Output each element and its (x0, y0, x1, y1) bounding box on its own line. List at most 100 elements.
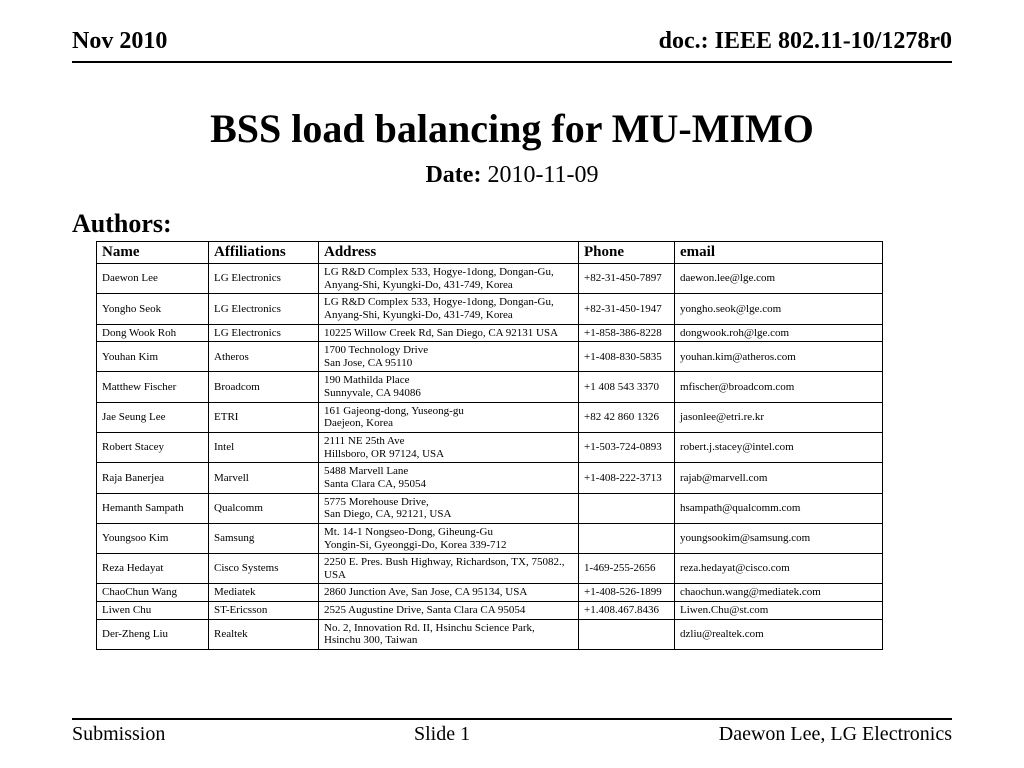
col-header-address: Address (319, 242, 579, 264)
date-label: Date: (425, 162, 481, 188)
author-phone: 1-469-255-2656 (579, 554, 675, 584)
author-address: LG R&D Complex 533, Hogye-1dong, Dongan-… (319, 294, 579, 324)
author-phone: +82 42 860 1326 (579, 402, 675, 432)
author-name: Youngsoo Kim (97, 523, 209, 553)
author-name: Yongho Seok (97, 294, 209, 324)
author-email: jasonlee@etri.re.kr (675, 402, 883, 432)
author-address: 1700 Technology Drive San Jose, CA 95110 (319, 342, 579, 372)
author-name: Dong Wook Roh (97, 324, 209, 342)
author-email: hsampath@qualcomm.com (675, 493, 883, 523)
table-row: Reza HedayatCisco Systems2250 E. Pres. B… (97, 554, 883, 584)
date-value: 2010-11-09 (487, 162, 598, 188)
slide-header: Nov 2010 doc.: IEEE 802.11-10/1278r0 (72, 28, 952, 63)
col-header-name: Name (97, 242, 209, 264)
author-affiliation: Marvell (209, 463, 319, 493)
author-affiliation: Intel (209, 433, 319, 463)
author-phone: +82-31-450-7897 (579, 264, 675, 294)
footer-center: Slide 1 (414, 723, 470, 746)
col-header-phone: Phone (579, 242, 675, 264)
author-affiliation: LG Electronics (209, 264, 319, 294)
author-affiliation: Qualcomm (209, 493, 319, 523)
slide-page: Nov 2010 doc.: IEEE 802.11-10/1278r0 BSS… (0, 0, 1024, 768)
author-email: youngsookim@samsung.com (675, 523, 883, 553)
author-address: 5488 Marvell Lane Santa Clara CA, 95054 (319, 463, 579, 493)
author-phone (579, 619, 675, 649)
author-email: dongwook.roh@lge.com (675, 324, 883, 342)
author-phone: +1 408 543 3370 (579, 372, 675, 402)
author-name: Liwen Chu (97, 602, 209, 620)
footer-left: Submission (72, 723, 165, 746)
footer-right: Daewon Lee, LG Electronics (719, 723, 952, 746)
author-name: Robert Stacey (97, 433, 209, 463)
header-doc-id: doc.: IEEE 802.11-10/1278r0 (659, 28, 952, 55)
table-row: Dong Wook RohLG Electronics10225 Willow … (97, 324, 883, 342)
table-row: Daewon LeeLG ElectronicsLG R&D Complex 5… (97, 264, 883, 294)
table-row: Raja BanerjeaMarvell5488 Marvell Lane Sa… (97, 463, 883, 493)
col-header-email: email (675, 242, 883, 264)
author-address: 161 Gajeong-dong, Yuseong-gu Daejeon, Ko… (319, 402, 579, 432)
author-email: yongho.seok@lge.com (675, 294, 883, 324)
author-email: youhan.kim@atheros.com (675, 342, 883, 372)
table-header-row: Name Affiliations Address Phone email (97, 242, 883, 264)
author-name: Reza Hedayat (97, 554, 209, 584)
author-name: Youhan Kim (97, 342, 209, 372)
table-row: ChaoChun WangMediatek2860 Junction Ave, … (97, 584, 883, 602)
author-affiliation: ETRI (209, 402, 319, 432)
author-name: Jae Seung Lee (97, 402, 209, 432)
author-phone: +1-503-724-0893 (579, 433, 675, 463)
table-row: Yongho SeokLG ElectronicsLG R&D Complex … (97, 294, 883, 324)
author-phone (579, 493, 675, 523)
author-email: Liwen.Chu@st.com (675, 602, 883, 620)
author-address: 10225 Willow Creek Rd, San Diego, CA 921… (319, 324, 579, 342)
author-address: No. 2, Innovation Rd. II, Hsinchu Scienc… (319, 619, 579, 649)
author-affiliation: ST-Ericsson (209, 602, 319, 620)
table-row: Liwen ChuST-Ericsson2525 Augustine Drive… (97, 602, 883, 620)
author-phone (579, 523, 675, 553)
author-address: Mt. 14-1 Nongseo-Dong, Giheung-Gu Yongin… (319, 523, 579, 553)
author-address: 2525 Augustine Drive, Santa Clara CA 950… (319, 602, 579, 620)
author-phone: +1-408-526-1899 (579, 584, 675, 602)
author-affiliation: Samsung (209, 523, 319, 553)
slide-footer: Submission Slide 1 Daewon Lee, LG Electr… (72, 723, 952, 746)
author-affiliation: LG Electronics (209, 294, 319, 324)
table-row: Jae Seung LeeETRI161 Gajeong-dong, Yuseo… (97, 402, 883, 432)
author-name: Raja Banerjea (97, 463, 209, 493)
table-row: Hemanth SampathQualcomm5775 Morehouse Dr… (97, 493, 883, 523)
author-email: daewon.lee@lge.com (675, 264, 883, 294)
footer-rule (72, 718, 952, 720)
author-name: Hemanth Sampath (97, 493, 209, 523)
author-affiliation: Cisco Systems (209, 554, 319, 584)
author-email: rajab@marvell.com (675, 463, 883, 493)
author-affiliation: Mediatek (209, 584, 319, 602)
col-header-affiliations: Affiliations (209, 242, 319, 264)
table-row: Matthew FischerBroadcom190 Mathilda Plac… (97, 372, 883, 402)
author-address: LG R&D Complex 533, Hogye-1dong, Dongan-… (319, 264, 579, 294)
author-address: 5775 Morehouse Drive, San Diego, CA, 921… (319, 493, 579, 523)
author-address: 2250 E. Pres. Bush Highway, Richardson, … (319, 554, 579, 584)
author-affiliation: Broadcom (209, 372, 319, 402)
author-affiliation: Atheros (209, 342, 319, 372)
table-row: Der-Zheng LiuRealtekNo. 2, Innovation Rd… (97, 619, 883, 649)
author-phone: +82-31-450-1947 (579, 294, 675, 324)
table-row: Robert StaceyIntel2111 NE 25th Ave Hills… (97, 433, 883, 463)
author-email: chaochun.wang@mediatek.com (675, 584, 883, 602)
author-name: Matthew Fischer (97, 372, 209, 402)
author-phone: +1-858-386-8228 (579, 324, 675, 342)
authors-heading: Authors: (72, 209, 952, 239)
table-row: Youngsoo KimSamsungMt. 14-1 Nongseo-Dong… (97, 523, 883, 553)
author-affiliation: Realtek (209, 619, 319, 649)
author-phone: +1-408-222-3713 (579, 463, 675, 493)
author-name: Der-Zheng Liu (97, 619, 209, 649)
author-name: Daewon Lee (97, 264, 209, 294)
author-email: reza.hedayat@cisco.com (675, 554, 883, 584)
author-phone: +1-408-830-5835 (579, 342, 675, 372)
author-address: 2860 Junction Ave, San Jose, CA 95134, U… (319, 584, 579, 602)
authors-table: Name Affiliations Address Phone email Da… (96, 241, 883, 650)
author-affiliation: LG Electronics (209, 324, 319, 342)
author-email: dzliu@realtek.com (675, 619, 883, 649)
author-email: mfischer@broadcom.com (675, 372, 883, 402)
author-email: robert.j.stacey@intel.com (675, 433, 883, 463)
slide-title: BSS load balancing for MU-MIMO (72, 105, 952, 152)
table-row: Youhan KimAtheros1700 Technology Drive S… (97, 342, 883, 372)
author-address: 2111 NE 25th Ave Hillsboro, OR 97124, US… (319, 433, 579, 463)
